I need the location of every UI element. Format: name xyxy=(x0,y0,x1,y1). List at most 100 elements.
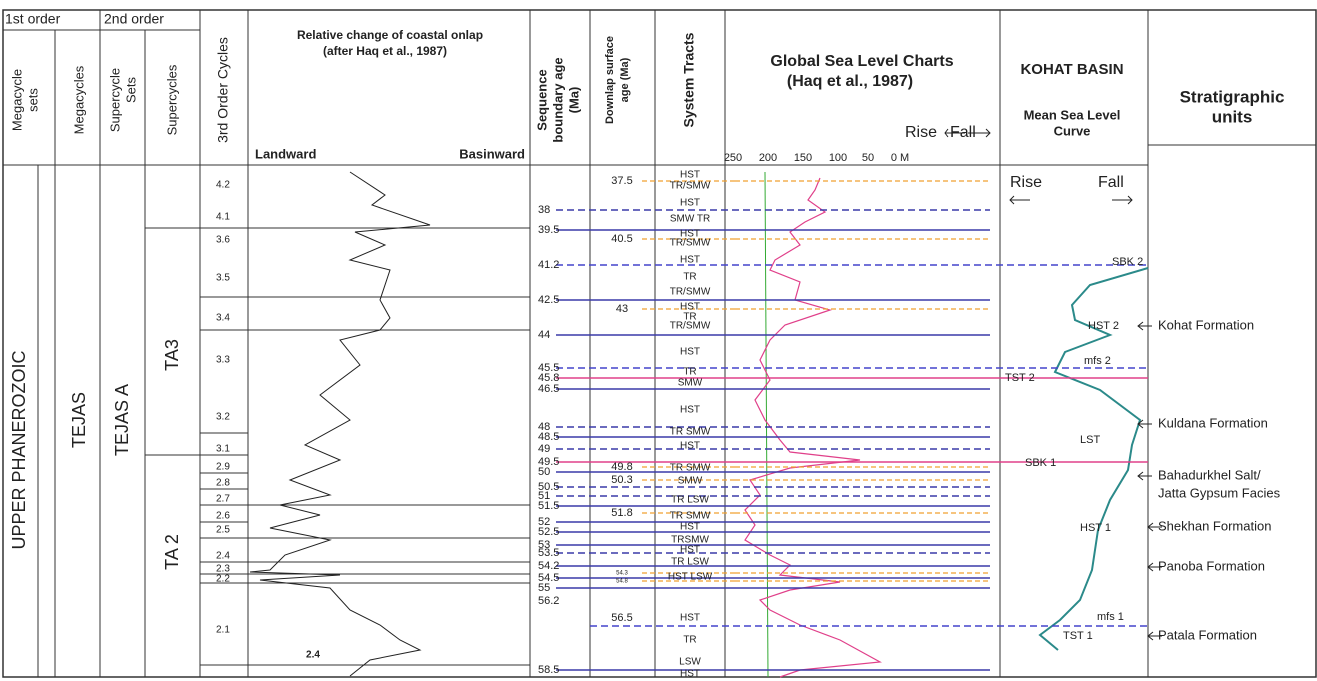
formation: Patala Formation xyxy=(1158,627,1257,642)
onlap-curve xyxy=(249,171,431,677)
boundary-age: 41.2 xyxy=(538,259,559,271)
formation: Bahadurkhel Salt/ xyxy=(1158,467,1261,482)
formation: Panoba Formation xyxy=(1158,558,1265,573)
header: Sets xyxy=(123,76,138,103)
header: Mean Sea Level xyxy=(1024,107,1121,122)
cycle-number: 2.2 xyxy=(216,574,230,585)
cycle-name: TEJAS A xyxy=(112,384,132,456)
header: (Haq et al., 1987) xyxy=(787,73,913,90)
header: System Tracts xyxy=(681,32,697,127)
cycle-number: 4.2 xyxy=(216,180,230,191)
arrow xyxy=(1137,419,1152,429)
scale-tick: 200 xyxy=(759,152,777,164)
system-tract: HST xyxy=(680,441,700,452)
cycle-number: 2.3 xyxy=(216,564,230,575)
msl-label: mfs 2 xyxy=(1084,355,1111,367)
system-tract: TR/SMW xyxy=(670,287,711,298)
boundary-age: 52 xyxy=(538,516,550,528)
msl-label: SBK 1 xyxy=(1025,457,1056,469)
system-tract: TR SMW xyxy=(670,427,711,438)
system-tract: TR SMW xyxy=(670,511,711,522)
boundary-age: 58.5 xyxy=(538,664,559,676)
onlap-label: 2.4 xyxy=(306,650,320,661)
cycle-number: 3.6 xyxy=(216,235,230,246)
cycle-number: 2.6 xyxy=(216,511,230,522)
boundary-age: 56.2 xyxy=(538,595,559,607)
header: boundary age xyxy=(550,57,565,142)
cycle-name: TA 2 xyxy=(162,534,182,570)
msl-label: HST 2 xyxy=(1088,320,1119,332)
msl-label: SBK 2 xyxy=(1112,256,1143,268)
boundary-age: 55 xyxy=(538,582,550,594)
system-tract: TR xyxy=(683,367,696,378)
boundary-age: 39.5 xyxy=(538,224,559,236)
system-tract: HST xyxy=(680,613,700,624)
system-tract: TR/SMW xyxy=(670,181,711,192)
header: Curve xyxy=(1054,123,1091,138)
msl-label: HST 1 xyxy=(1080,522,1111,534)
cycle-number: 4.1 xyxy=(216,212,230,223)
boundary-age: 49.5 xyxy=(538,456,559,468)
system-tract: TR LSW xyxy=(671,557,709,568)
system-tract: HST LSW xyxy=(668,572,713,583)
system-tract: HST xyxy=(680,302,700,313)
downlap-age: 50.3 xyxy=(611,474,632,486)
boundary-age: 44 xyxy=(538,329,550,341)
formation: Kohat Formation xyxy=(1158,317,1254,332)
downlap-age: 54.8 xyxy=(616,579,628,585)
header: Basinward xyxy=(459,146,525,161)
boundary-age: 50.5 xyxy=(538,481,559,493)
arrow xyxy=(944,128,991,138)
msl-label: TST 1 xyxy=(1063,630,1093,642)
boundary-age: 45.5 xyxy=(538,362,559,374)
eustatic-baseline xyxy=(764,171,769,678)
system-tract: HST xyxy=(680,198,700,209)
header: (after Haq et al., 1987) xyxy=(323,44,447,58)
header: 3rd Order Cycles xyxy=(215,37,231,143)
scale-tick: 50 xyxy=(862,152,874,164)
arrow xyxy=(1009,195,1133,205)
header: 2nd order xyxy=(104,11,164,27)
boundary-age: 54.2 xyxy=(538,560,559,572)
era: UPPER PHANEROZOIC xyxy=(9,350,29,549)
boundary-age: 53 xyxy=(538,539,550,551)
header: sets xyxy=(25,88,40,112)
system-tract: TR/SMW xyxy=(670,238,711,249)
header: Downlap surface xyxy=(604,36,616,124)
boundary-age: 49 xyxy=(538,443,550,455)
system-tract: HST xyxy=(680,229,700,240)
system-tract: HST xyxy=(680,545,700,556)
formation: Shekhan Formation xyxy=(1158,518,1271,533)
msl-label: Fall xyxy=(1098,174,1124,191)
formation: Kuldana Formation xyxy=(1158,415,1268,430)
msl-label: TST 2 xyxy=(1005,372,1035,384)
system-tract: LSW xyxy=(679,657,701,668)
downlap-age: 43 xyxy=(616,303,628,315)
downlap-age: 51.8 xyxy=(611,507,632,519)
header: Megacycles xyxy=(71,65,86,134)
scale-tick: 150 xyxy=(794,152,812,164)
header: Supercycles xyxy=(164,64,179,135)
arrow xyxy=(1147,631,1162,641)
system-tract: TR xyxy=(683,272,696,283)
cycle-name: TEJAS xyxy=(69,392,89,448)
arrow xyxy=(1137,321,1152,331)
msl-curve xyxy=(1038,267,1149,651)
cycle-number: 2.7 xyxy=(216,494,230,505)
boundary-age: 45.8 xyxy=(538,372,559,384)
header: Landward xyxy=(255,146,316,161)
cycle-number: 3.2 xyxy=(216,412,230,423)
boundary-age: 51 xyxy=(538,490,550,502)
header: Supercycle xyxy=(107,68,122,132)
header: Sequence xyxy=(534,69,549,130)
boundary-age: 51.5 xyxy=(538,500,559,512)
boundary-age: 52.5 xyxy=(538,526,559,538)
system-tract: HST xyxy=(680,405,700,416)
system-tract: TR LSW xyxy=(671,495,709,506)
boundary-age: 48.5 xyxy=(538,431,559,443)
system-tract: SMW TR xyxy=(670,214,710,225)
system-tract: HST xyxy=(680,669,700,680)
downlap-age: 56.5 xyxy=(611,612,632,624)
boundary-age: 38 xyxy=(538,204,550,216)
